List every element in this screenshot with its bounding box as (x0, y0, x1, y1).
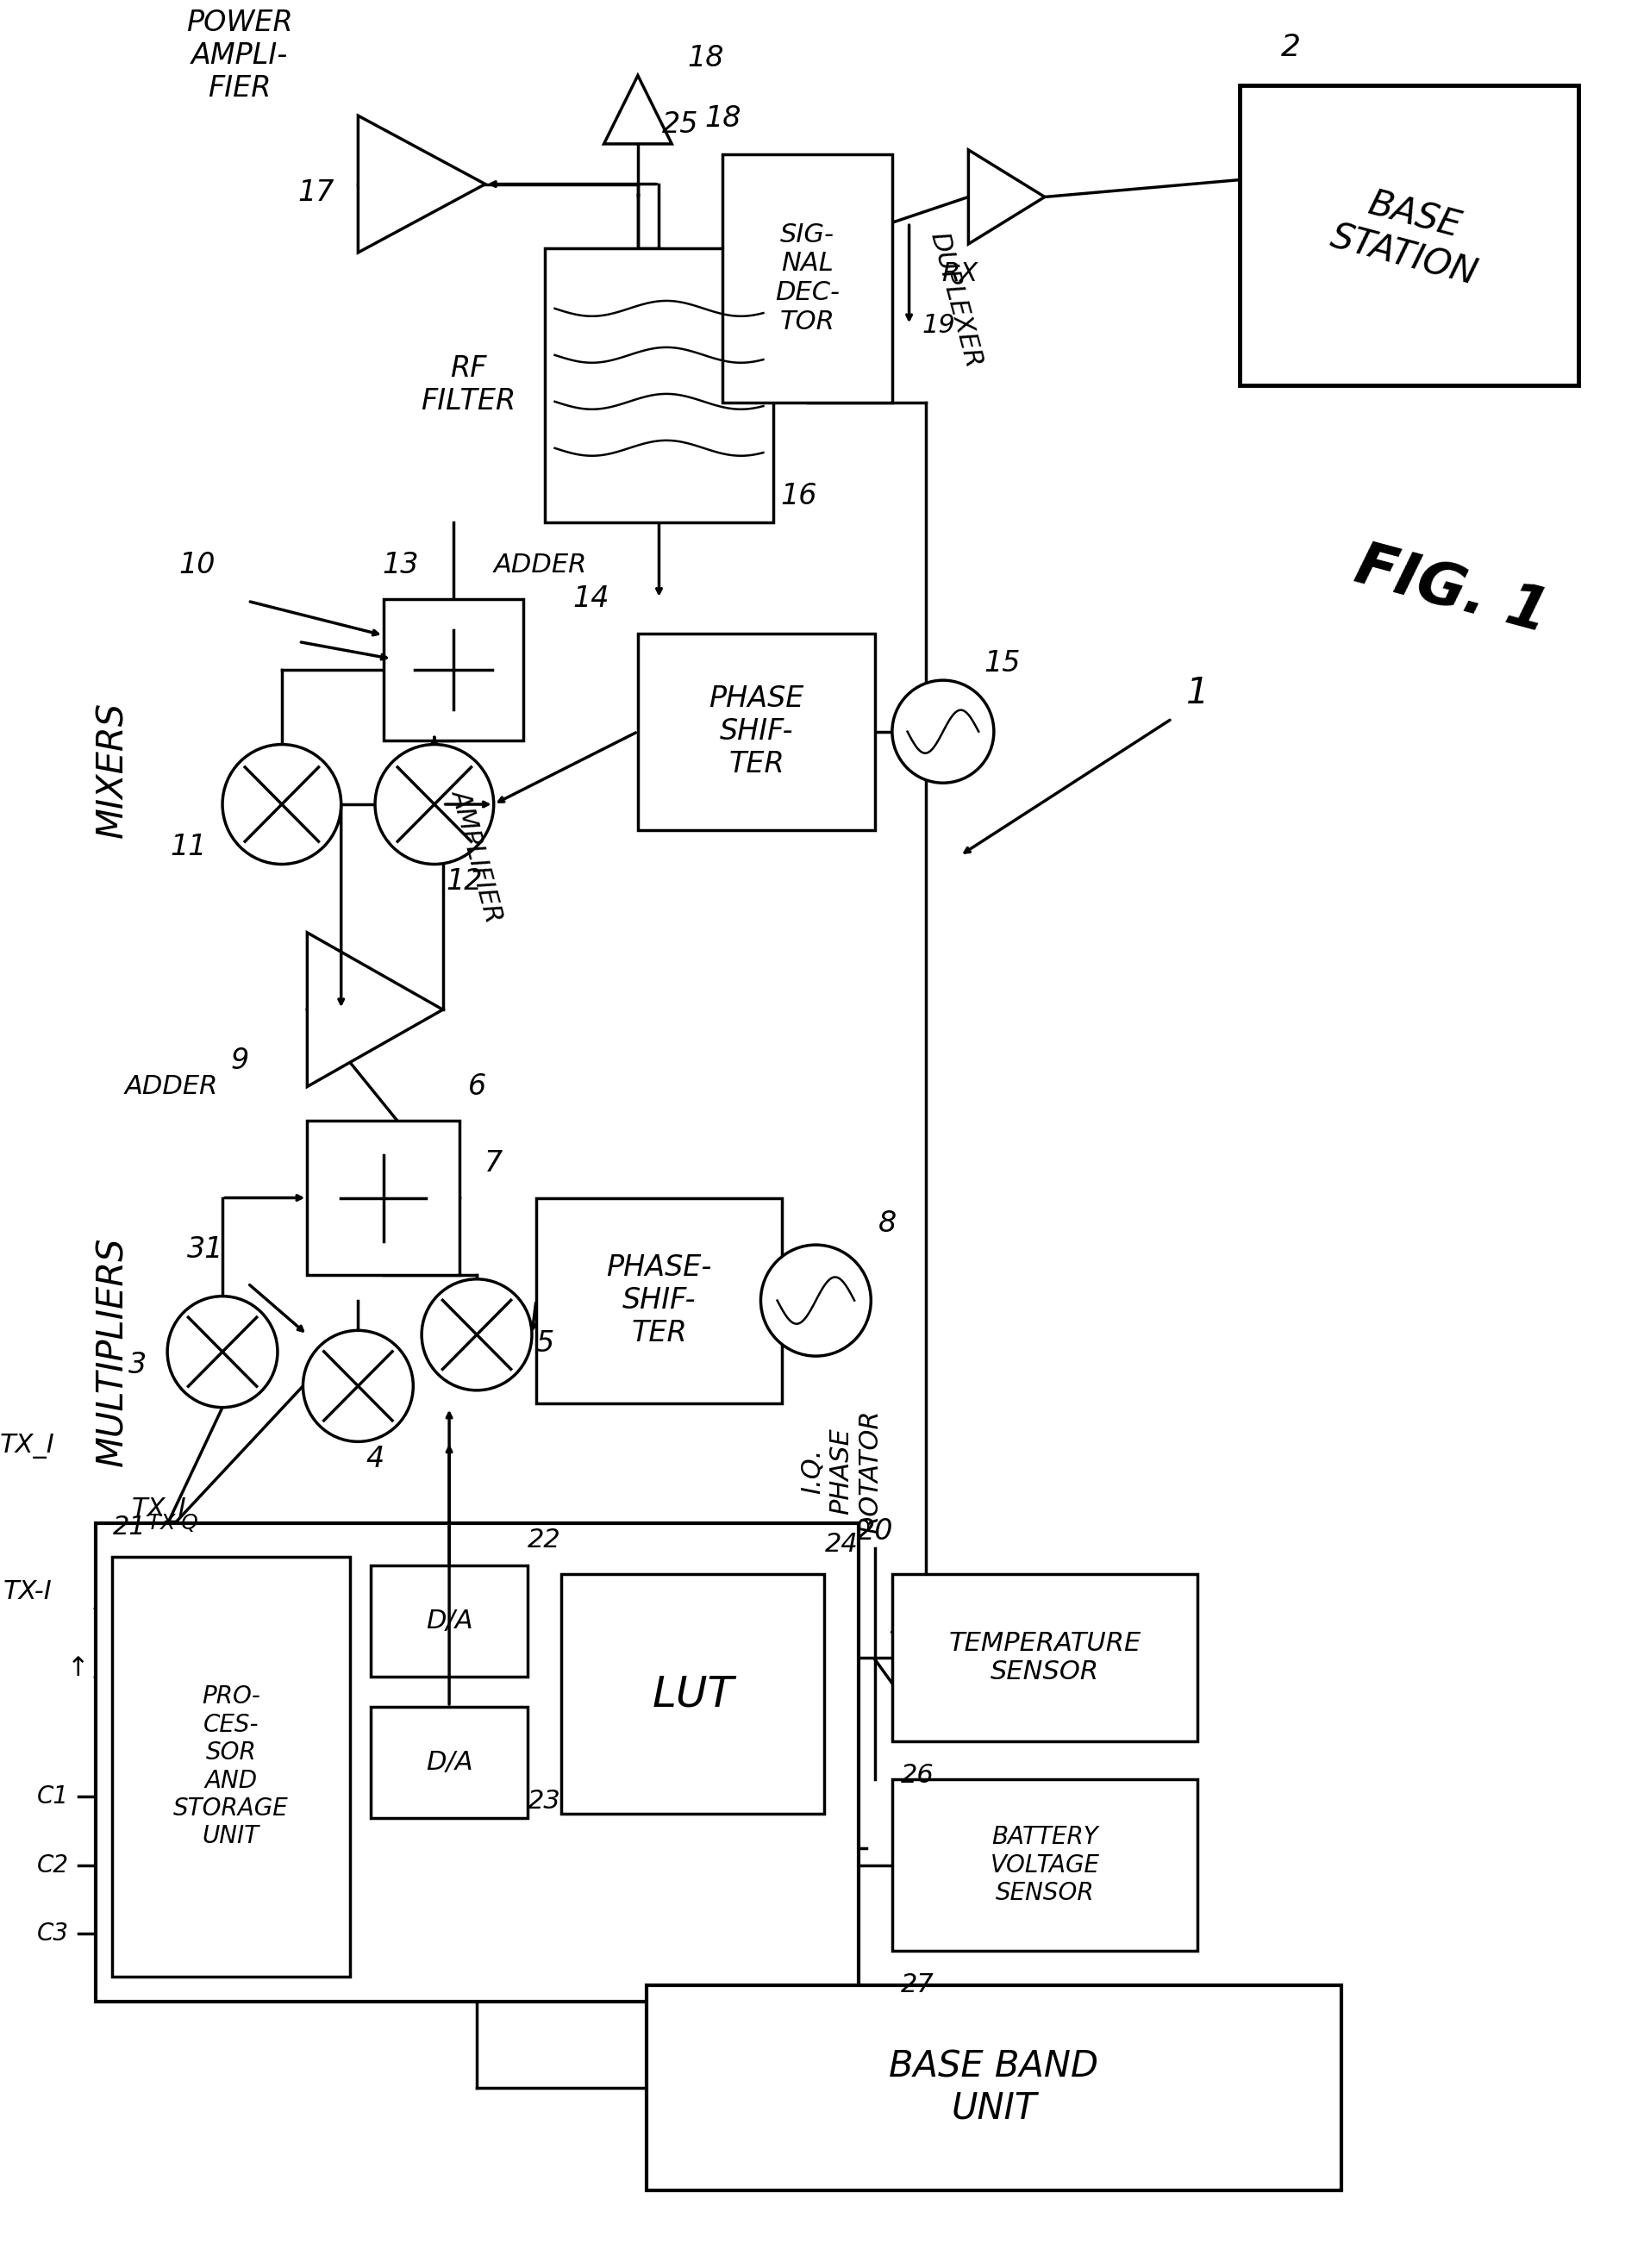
Circle shape (893, 680, 993, 782)
Text: PHASE-
SHIF-
TER: PHASE- SHIF- TER (606, 1254, 711, 1347)
Text: 14: 14 (573, 585, 609, 612)
Bar (639, 633, 874, 830)
Bar (536, 1198, 782, 1404)
Text: ADDER: ADDER (125, 1075, 218, 1100)
Text: AMPLIFIER: AMPLIFIER (447, 787, 507, 925)
Text: C3: C3 (36, 1921, 69, 1946)
Text: BASE
STATION: BASE STATION (1327, 179, 1492, 293)
Text: DUPLEXER: DUPLEXER (926, 229, 985, 370)
Bar (723, 154, 893, 401)
Text: PHASE
SHIF-
TER: PHASE SHIF- TER (709, 685, 804, 778)
Text: PRO-
CES-
SOR
AND
STORAGE
UNIT: PRO- CES- SOR AND STORAGE UNIT (173, 1685, 289, 1848)
Text: RF
FILTER: RF FILTER (421, 354, 516, 415)
Text: 24: 24 (825, 1531, 858, 1556)
Text: 10: 10 (178, 551, 216, 578)
Text: 22: 22 (528, 1529, 561, 1554)
Bar (371, 1708, 528, 1819)
Text: 13: 13 (383, 551, 419, 578)
Text: TX-I: TX-I (3, 1579, 51, 1603)
Text: LUT: LUT (652, 1674, 734, 1715)
Bar (1239, 86, 1579, 386)
Text: 5: 5 (535, 1329, 554, 1359)
Text: TEMPERATURE
SENSOR: TEMPERATURE SENSOR (949, 1631, 1140, 1685)
Polygon shape (604, 75, 672, 143)
Text: 8: 8 (879, 1209, 898, 1238)
Text: ↑: ↑ (68, 1656, 89, 1681)
Text: POWER
AMPLI-
FIER: POWER AMPLI- FIER (186, 9, 292, 102)
Text: 26: 26 (901, 1762, 934, 1787)
Text: 1: 1 (1186, 676, 1209, 712)
Bar (893, 1780, 1198, 1950)
Circle shape (422, 1279, 531, 1390)
Text: TX_I: TX_I (132, 1497, 186, 1522)
Text: 11: 11 (170, 832, 206, 862)
Text: D/A: D/A (426, 1751, 474, 1776)
Circle shape (167, 1297, 277, 1408)
Text: 23: 23 (528, 1789, 561, 1814)
Text: 9: 9 (231, 1048, 249, 1075)
Text: 31: 31 (186, 1234, 224, 1263)
Text: BASE BAND
UNIT: BASE BAND UNIT (889, 2048, 1099, 2127)
Text: 6: 6 (467, 1073, 487, 1100)
Bar (561, 1574, 825, 1814)
Text: 3: 3 (129, 1349, 147, 1379)
Circle shape (304, 1331, 412, 1442)
Text: BATTERY
VOLTAGE
SENSOR: BATTERY VOLTAGE SENSOR (990, 1826, 1099, 1905)
Text: TX-Q: TX-Q (120, 1513, 198, 1533)
Text: 15: 15 (983, 649, 1021, 678)
Bar (647, 1984, 1341, 2191)
Text: SIG-
NAL
DEC-
TOR: SIG- NAL DEC- TOR (775, 222, 840, 333)
Text: 19: 19 (922, 313, 955, 338)
Text: MULTIPLIERS: MULTIPLIERS (94, 1236, 130, 1467)
Text: 18: 18 (688, 43, 724, 73)
Text: 25: 25 (662, 109, 698, 138)
Bar (893, 1574, 1198, 1742)
Circle shape (761, 1245, 871, 1356)
Text: 16: 16 (780, 483, 817, 510)
Bar (371, 1565, 528, 1676)
Text: RX: RX (942, 261, 978, 286)
Text: 12: 12 (446, 866, 482, 896)
Text: ADDER: ADDER (493, 553, 587, 578)
Text: D/A: D/A (426, 1608, 474, 1633)
Text: 27: 27 (901, 1973, 934, 1998)
Text: TX_I: TX_I (0, 1433, 54, 1458)
Text: 7: 7 (485, 1150, 503, 1177)
Text: 2: 2 (1280, 32, 1300, 61)
Text: I.Q.
PHASE
ROTATOR: I.Q. PHASE ROTATOR (800, 1411, 883, 1533)
Text: C2: C2 (36, 1853, 69, 1878)
Bar (96, 1522, 858, 2003)
Polygon shape (969, 150, 1044, 245)
Text: C1: C1 (36, 1785, 69, 1808)
Bar (383, 599, 523, 739)
Polygon shape (307, 932, 442, 1086)
Text: 20: 20 (856, 1517, 894, 1547)
Circle shape (223, 744, 342, 864)
Circle shape (375, 744, 493, 864)
Text: 4: 4 (366, 1445, 384, 1472)
Text: 17: 17 (297, 179, 333, 206)
Bar (307, 1120, 460, 1275)
Bar (544, 247, 774, 522)
Text: 21: 21 (112, 1515, 145, 1540)
Polygon shape (358, 116, 485, 252)
Text: FIG. 1: FIG. 1 (1348, 538, 1554, 644)
Text: 18: 18 (705, 104, 741, 132)
Text: MIXERS: MIXERS (94, 701, 130, 839)
Bar (112, 1558, 350, 1975)
